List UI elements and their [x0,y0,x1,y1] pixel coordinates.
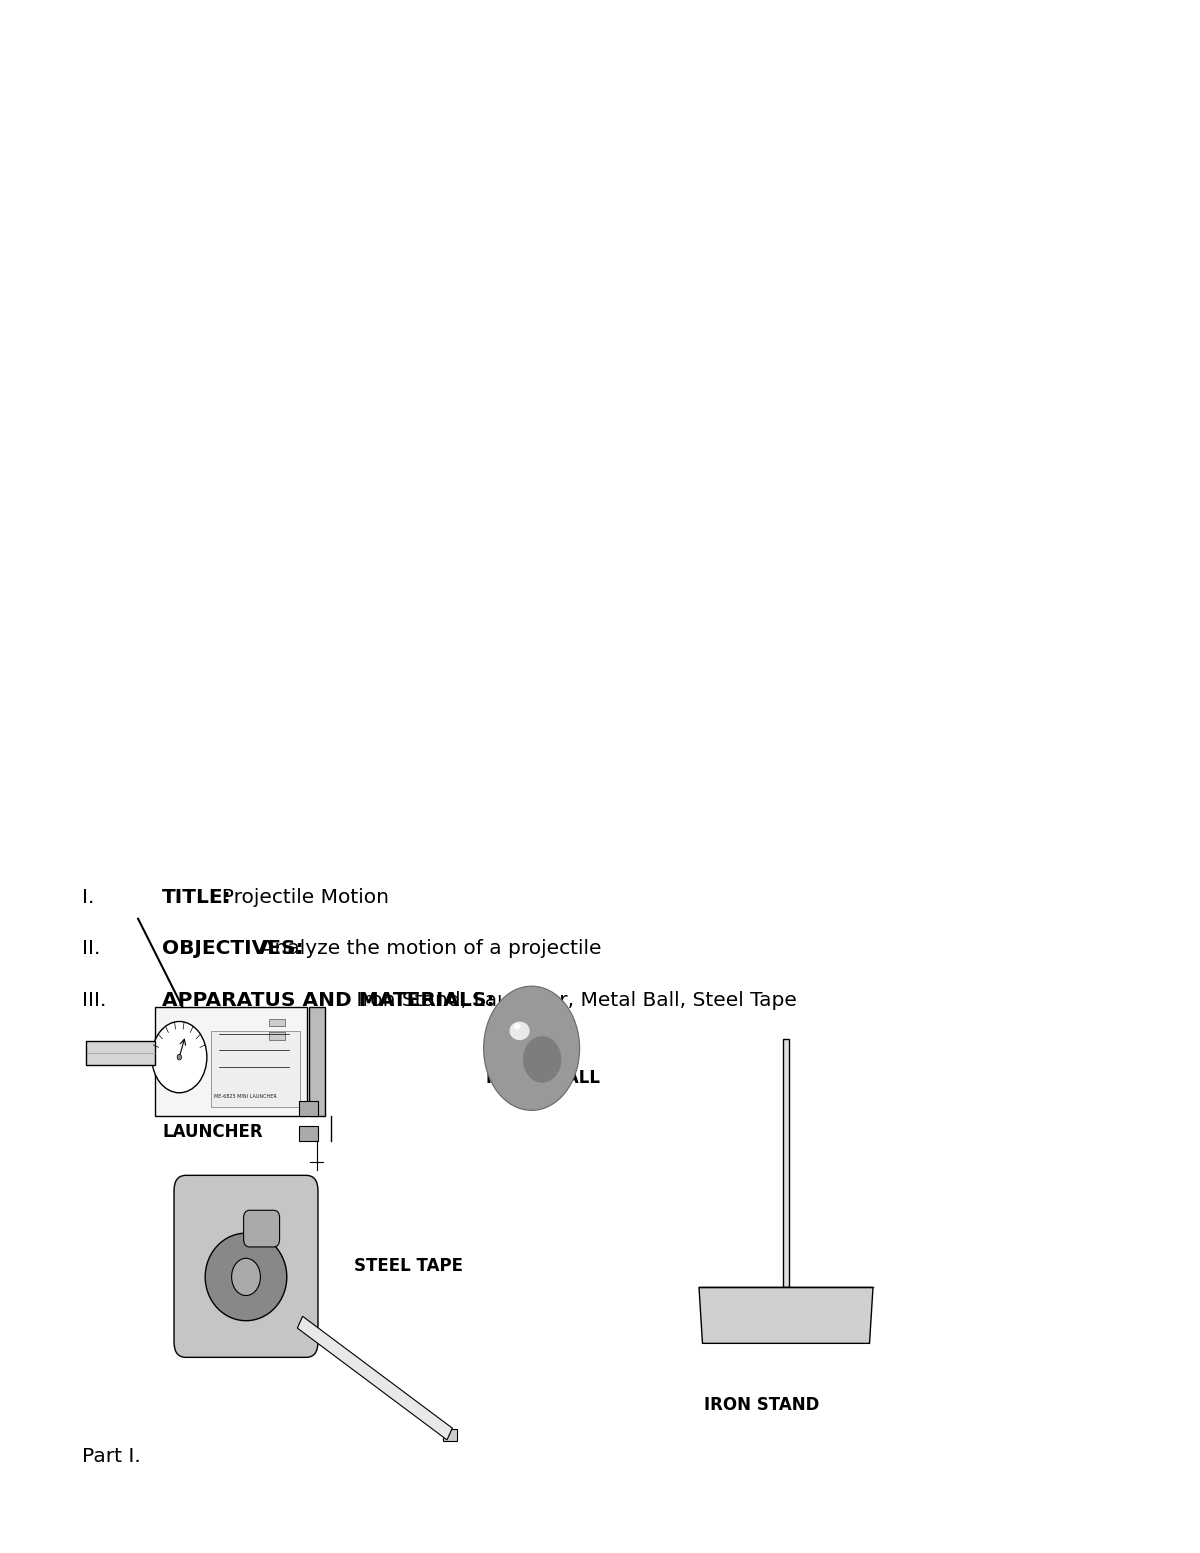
Ellipse shape [523,1036,562,1082]
Ellipse shape [510,1022,529,1041]
Circle shape [484,986,580,1110]
Text: Analyze the motion of a projectile: Analyze the motion of a projectile [248,940,601,958]
Bar [308,1006,325,1115]
Text: OBJECTIVES:: OBJECTIVES: [162,940,304,958]
Bar [269,1019,284,1027]
Bar [269,1031,284,1039]
Bar [86,1041,155,1065]
Text: Part I.: Part I. [82,1447,140,1466]
Ellipse shape [205,1233,287,1320]
Text: IRON STAND: IRON STAND [704,1396,820,1415]
Text: I.: I. [82,888,94,907]
Text: ME-6825 MINI LAUNCHER: ME-6825 MINI LAUNCHER [215,1093,277,1098]
FancyBboxPatch shape [174,1176,318,1357]
Bar [299,1101,318,1115]
Text: METAL BALL: METAL BALL [486,1068,600,1087]
Text: STEEL TAPE: STEEL TAPE [354,1256,463,1275]
Text: Projectile Motion: Projectile Motion [209,888,389,907]
Polygon shape [698,1287,874,1343]
Text: II.: II. [82,940,100,958]
Text: III.: III. [82,991,106,1009]
Circle shape [178,1054,181,1061]
Bar [443,1429,457,1441]
Circle shape [232,1258,260,1295]
Text: APPARATUS AND MATERIALS:: APPARATUS AND MATERIALS: [162,991,494,1009]
Bar [299,1126,318,1141]
Text: TITLE:: TITLE: [162,888,232,907]
Ellipse shape [514,1023,521,1030]
Circle shape [151,1022,206,1093]
Text: Iron Stand, Launcher, Metal Ball, Steel Tape: Iron Stand, Launcher, Metal Ball, Steel … [350,991,797,1009]
FancyBboxPatch shape [244,1210,280,1247]
Polygon shape [298,1317,452,1440]
Bar [782,1039,790,1287]
Text: LAUNCHER: LAUNCHER [162,1123,263,1141]
Bar [155,1006,307,1115]
Bar [211,1031,300,1107]
